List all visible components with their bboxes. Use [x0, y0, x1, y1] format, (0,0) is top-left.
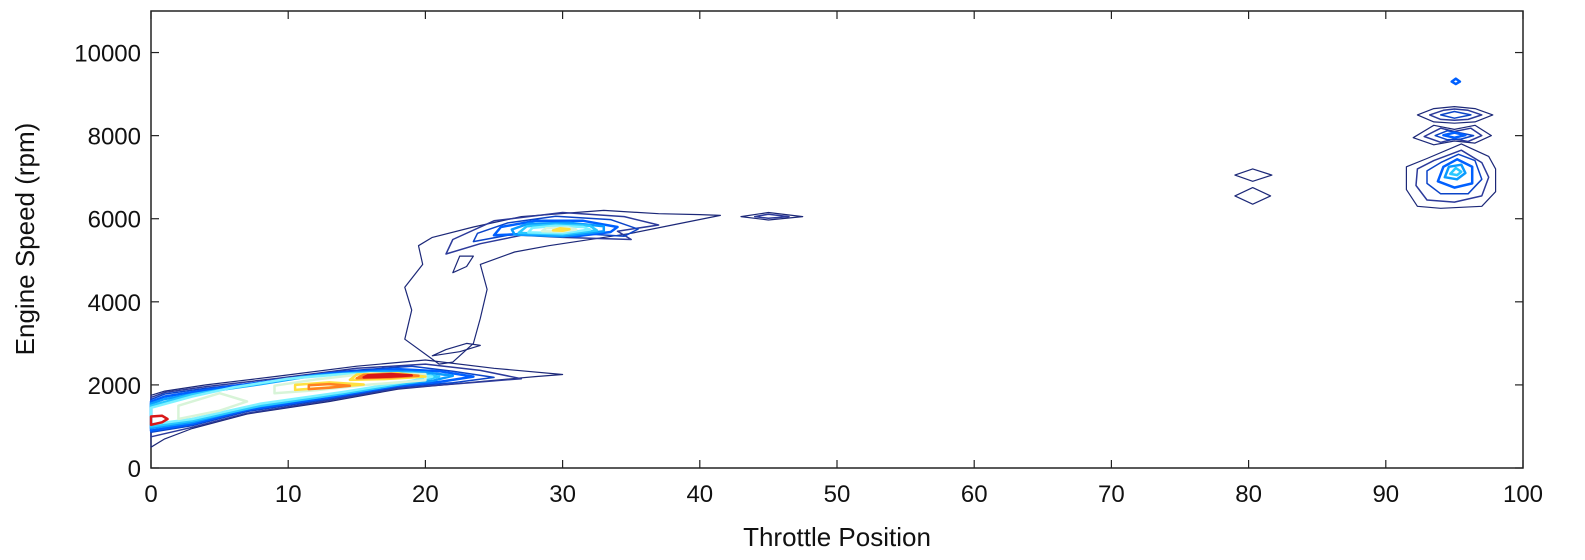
contour-line [1442, 131, 1467, 139]
contour-line [149, 414, 169, 427]
contour-line [1416, 105, 1494, 124]
contour-line [1439, 110, 1472, 119]
contour-group [149, 359, 564, 448]
contour-line [1234, 168, 1273, 182]
contour-line [1412, 124, 1493, 146]
x-tick-label: 20 [412, 481, 439, 508]
contour-line [445, 211, 660, 255]
contour-line [452, 255, 474, 274]
contour-lines [149, 77, 1497, 448]
y-tick-label: 2000 [88, 373, 141, 400]
contour-line [527, 224, 592, 235]
contour-line [431, 342, 481, 357]
contour-group [404, 209, 804, 365]
contour-line [551, 227, 571, 233]
contour-line [740, 211, 804, 221]
plot-area [150, 10, 1524, 469]
contour-line [1450, 77, 1462, 86]
contour-line [362, 372, 413, 379]
contour-line [753, 213, 790, 220]
y-axis-ticks: 0 2000 4000 6000 8000 10000 [74, 41, 1523, 483]
contour-line [1423, 127, 1483, 144]
contour-line [1436, 158, 1474, 189]
x-axis-label: Throttle Position [743, 522, 931, 552]
contour-line [307, 382, 352, 391]
contour-line [150, 363, 523, 438]
y-tick-label: 6000 [88, 207, 141, 234]
x-tick-label: 80 [1235, 481, 1262, 508]
x-tick-label: 60 [961, 481, 988, 508]
contour-line [1405, 143, 1497, 209]
x-tick-label: 10 [275, 481, 302, 508]
y-tick-label: 0 [128, 456, 141, 483]
contour-group [1405, 77, 1497, 209]
x-tick-label: 30 [549, 481, 576, 508]
x-axis-ticks: 0 10 20 30 40 50 60 70 80 90 100 [144, 11, 1543, 508]
contour-line [1426, 153, 1483, 195]
x-tick-label: 100 [1503, 481, 1543, 508]
contour-line [177, 391, 249, 421]
x-tick-label: 50 [824, 481, 851, 508]
contour-line [1434, 129, 1475, 141]
contour-line [150, 359, 564, 448]
contour-line [149, 367, 475, 432]
contour-line [1234, 187, 1272, 205]
contour-line [150, 365, 495, 434]
contour-line [404, 209, 722, 365]
contour-line [1449, 166, 1463, 177]
y-tick-label: 10000 [74, 41, 141, 68]
contour-line [1415, 149, 1490, 203]
contour-group [1234, 168, 1273, 205]
contour-line [1428, 108, 1483, 122]
x-tick-label: 70 [1098, 481, 1125, 508]
x-tick-label: 40 [686, 481, 713, 508]
x-tick-label: 0 [144, 481, 157, 508]
y-tick-label: 8000 [88, 124, 141, 151]
y-tick-label: 4000 [88, 290, 141, 317]
y-axis-label: Engine Speed (rpm) [10, 123, 40, 356]
contour-line [1443, 163, 1467, 181]
x-tick-label: 90 [1372, 481, 1399, 508]
